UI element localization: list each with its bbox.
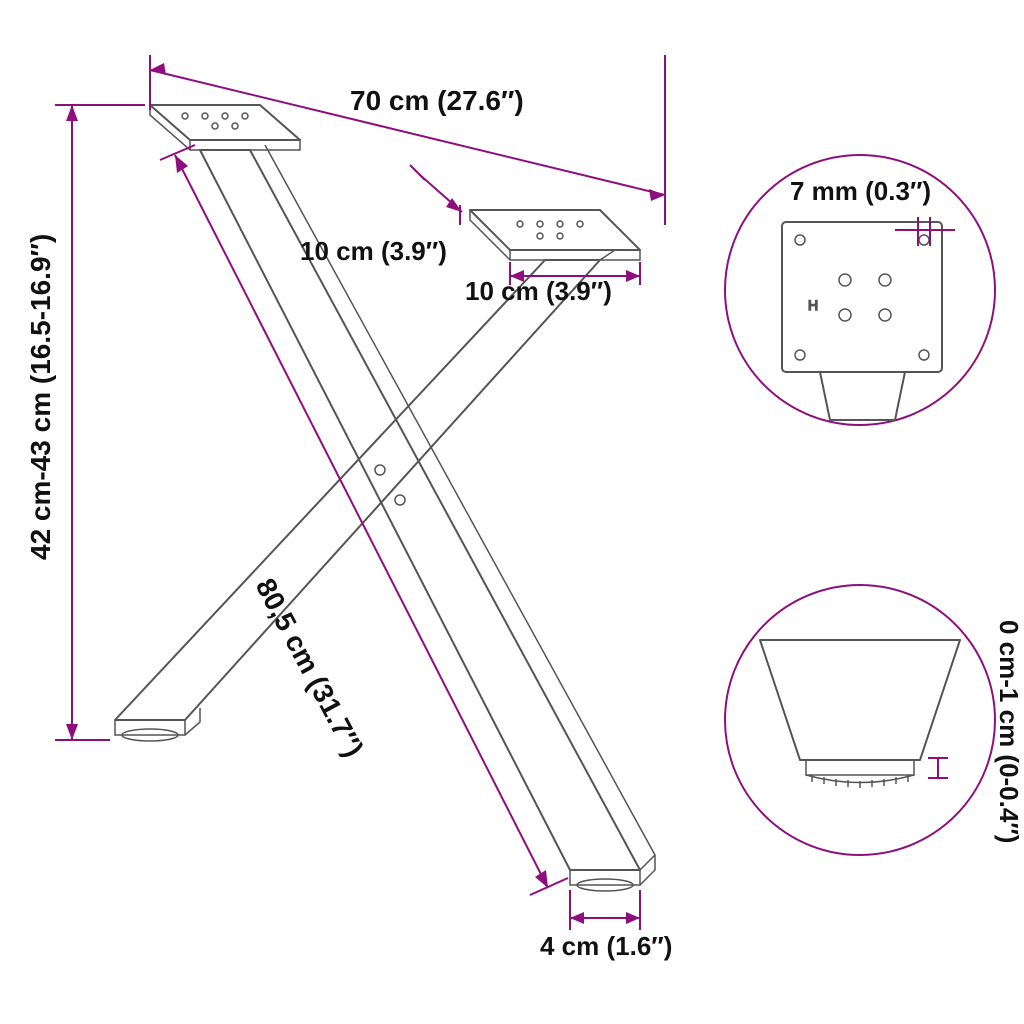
dim-foot-width: 4 cm (1.6″) [540, 890, 672, 961]
svg-text:H: H [808, 297, 818, 313]
dim-plate-width: 10 cm (3.9″) [465, 262, 640, 306]
dim-plate-depth-label: 10 cm (3.9″) [300, 236, 447, 266]
dim-foot-width-label: 4 cm (1.6″) [540, 931, 672, 961]
dim-plate-width-label: 10 cm (3.9″) [465, 276, 612, 306]
dim-height-left: 42 cm-43 cm (16.5-16.9″) [25, 105, 145, 740]
detail-plate: H 7 mm (0.3″) [725, 155, 995, 425]
dim-plate-depth: 10 cm (3.9″) [300, 165, 462, 266]
detail-foot: 0 cm-1 cm (0-0.4″) [725, 585, 1024, 855]
technical-drawing: 70 cm (27.6″) 42 cm-43 cm (16.5-16.9″) 8… [0, 0, 1024, 1024]
dim-diagonal-label: 80,5 cm (31.7″) [250, 573, 370, 762]
dim-height-left-label: 42 cm-43 cm (16.5-16.9″) [25, 234, 56, 560]
x-leg-outline [115, 105, 655, 891]
dim-plate-hole-label: 7 mm (0.3″) [790, 176, 931, 206]
dim-width-top-label: 70 cm (27.6″) [350, 85, 524, 116]
dim-foot-adjust-label: 0 cm-1 cm (0-0.4″) [994, 620, 1024, 843]
